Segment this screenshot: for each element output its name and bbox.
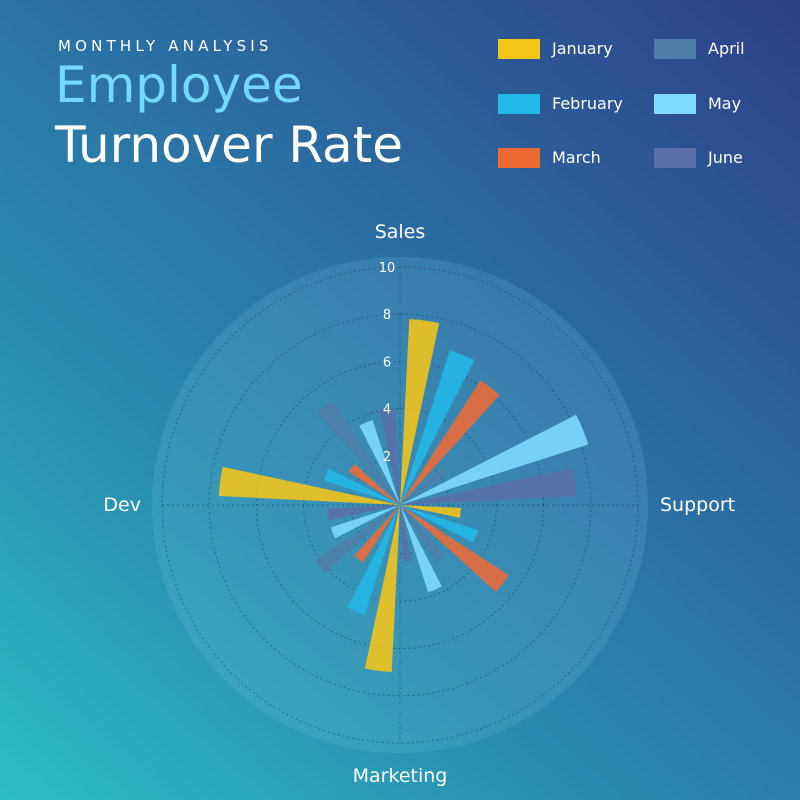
- bar-may-sales: [400, 414, 589, 505]
- bar-january-support: [400, 505, 461, 518]
- bar-may-dev: [359, 419, 400, 505]
- legend-swatch: [498, 39, 540, 59]
- bar-may-marketing: [330, 505, 400, 539]
- bar-april-dev: [316, 400, 400, 505]
- radial-gridline: [161, 266, 639, 744]
- bar-june-support: [400, 505, 412, 562]
- legend-label: March: [552, 148, 601, 167]
- bar-may-support: [400, 505, 442, 593]
- bar-march-dev: [348, 464, 400, 505]
- radial-tick-label: 8: [383, 308, 391, 323]
- bar-january-marketing: [364, 505, 400, 672]
- legend-label: May: [708, 94, 742, 113]
- bar-february-support: [400, 505, 479, 543]
- radial-gridline: [208, 313, 592, 697]
- category-label-marketing: Marketing: [353, 765, 448, 787]
- legend-swatch: [498, 148, 540, 168]
- category-label-sales: Sales: [375, 221, 426, 243]
- bar-april-support: [400, 505, 446, 563]
- legend: January February March April May June: [498, 38, 788, 178]
- bar-january-sales: [400, 319, 440, 505]
- legend-label: January: [552, 39, 613, 58]
- bar-february-sales: [400, 350, 475, 505]
- legend-swatch: [654, 94, 696, 114]
- chart-title-line2: Turnover Rate: [55, 116, 404, 174]
- legend-swatch: [654, 148, 696, 168]
- bar-march-support: [400, 505, 509, 592]
- chart-title-line1: Employee: [55, 56, 303, 114]
- radial-tick-label: 2: [383, 450, 391, 465]
- legend-swatch: [654, 39, 696, 59]
- legend-swatch: [498, 94, 540, 114]
- legend-label: February: [552, 94, 623, 113]
- category-label-dev: Dev: [103, 494, 141, 516]
- bar-june-dev: [379, 408, 400, 505]
- bar-february-marketing: [347, 505, 400, 615]
- bar-june-marketing: [327, 505, 400, 521]
- legend-label: June: [708, 148, 743, 167]
- radial-gridline: [350, 455, 450, 555]
- category-label-support: Support: [660, 494, 735, 516]
- bar-january-dev: [218, 466, 400, 505]
- legend-label: April: [708, 39, 745, 58]
- bar-february-dev: [323, 468, 400, 505]
- radial-gridline: [303, 408, 497, 602]
- radial-tick-label: 6: [383, 355, 391, 370]
- bar-april-sales: [400, 467, 448, 505]
- bar-april-marketing: [315, 505, 400, 573]
- radial-gridline: [255, 360, 545, 650]
- bar-march-marketing: [354, 505, 400, 563]
- bar-march-sales: [400, 380, 500, 505]
- bar-june-sales: [400, 467, 577, 505]
- radial-tick-label: 10: [379, 261, 396, 276]
- chart-eyebrow: MONTHLY ANALYSIS: [58, 37, 273, 55]
- radial-tick-label: 4: [383, 403, 391, 418]
